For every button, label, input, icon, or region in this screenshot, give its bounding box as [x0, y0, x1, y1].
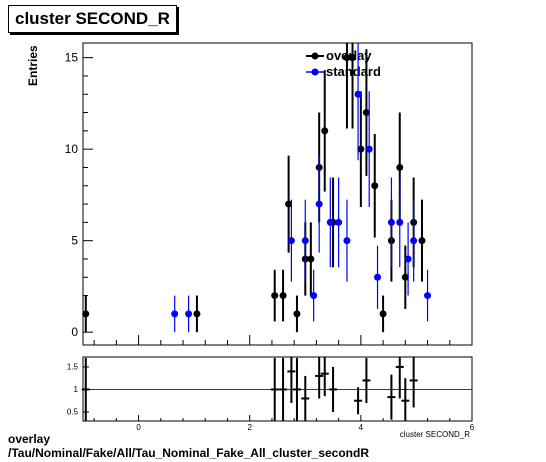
data-point: [349, 54, 357, 62]
data-point: [171, 310, 179, 318]
x-tick-label: 4: [359, 423, 364, 432]
data-point: [357, 145, 365, 153]
caption-line-2: /Tau/Nominal/Fake/All/Tau_Nominal_Fake_A…: [8, 446, 370, 460]
data-point: [343, 237, 351, 245]
ratio-plot-marks: [81, 357, 472, 421]
x-tick-label: 6: [470, 423, 475, 432]
data-point: [307, 255, 315, 263]
legend-entry-overlay: overlay: [306, 48, 372, 63]
data-point: [401, 273, 409, 281]
data-point: [418, 237, 426, 245]
data-point: [374, 273, 382, 281]
x-tick-label: 0: [136, 423, 141, 432]
y-tick-label: 0.5: [67, 408, 79, 417]
data-point: [185, 310, 193, 318]
y-tick-label: 5: [71, 234, 78, 248]
data-point: [285, 200, 293, 208]
data-point: [293, 310, 301, 318]
data-point: [396, 218, 404, 226]
x-tick-label: 2: [247, 423, 252, 432]
data-point: [371, 182, 379, 190]
data-point: [379, 310, 387, 318]
y-tick-label: 1.5: [67, 363, 79, 372]
data-point: [343, 54, 351, 62]
data-point: [326, 218, 334, 226]
main-plot-axes: 0 5 10 15: [65, 51, 473, 345]
main-plot-marks: [82, 43, 432, 333]
y-axis-title: Entries: [26, 45, 40, 86]
data-point: [301, 237, 309, 245]
data-point: [365, 145, 373, 153]
y-tick-label: 0: [71, 325, 78, 339]
data-point: [335, 218, 343, 226]
data-point: [271, 292, 279, 300]
data-point: [287, 237, 295, 245]
caption-line-1: overlay: [8, 432, 51, 446]
x-axis-title: cluster SECOND_R: [400, 430, 470, 439]
legend-entry-standard: standard: [306, 64, 381, 79]
data-point: [424, 292, 432, 300]
data-point: [354, 90, 362, 98]
data-point: [410, 237, 418, 245]
y-tick-label: 10: [65, 142, 79, 156]
ratio-plot-axes: 0 2 4 6 0.5 1 1.5: [67, 363, 475, 432]
legend: overlay standard: [306, 48, 381, 79]
page-title: cluster SECOND_R: [8, 5, 177, 33]
data-point: [279, 292, 287, 300]
data-point: [362, 109, 370, 117]
data-point: [193, 310, 201, 318]
main-plot-frame: [82, 42, 473, 346]
y-tick-label: 1: [74, 385, 79, 394]
data-point: [396, 163, 404, 171]
data-point: [310, 292, 318, 300]
y-tick-label: 15: [65, 51, 79, 65]
data-point: [315, 200, 323, 208]
data-point: [387, 218, 395, 226]
data-point: [404, 255, 412, 263]
data-point: [321, 127, 329, 135]
